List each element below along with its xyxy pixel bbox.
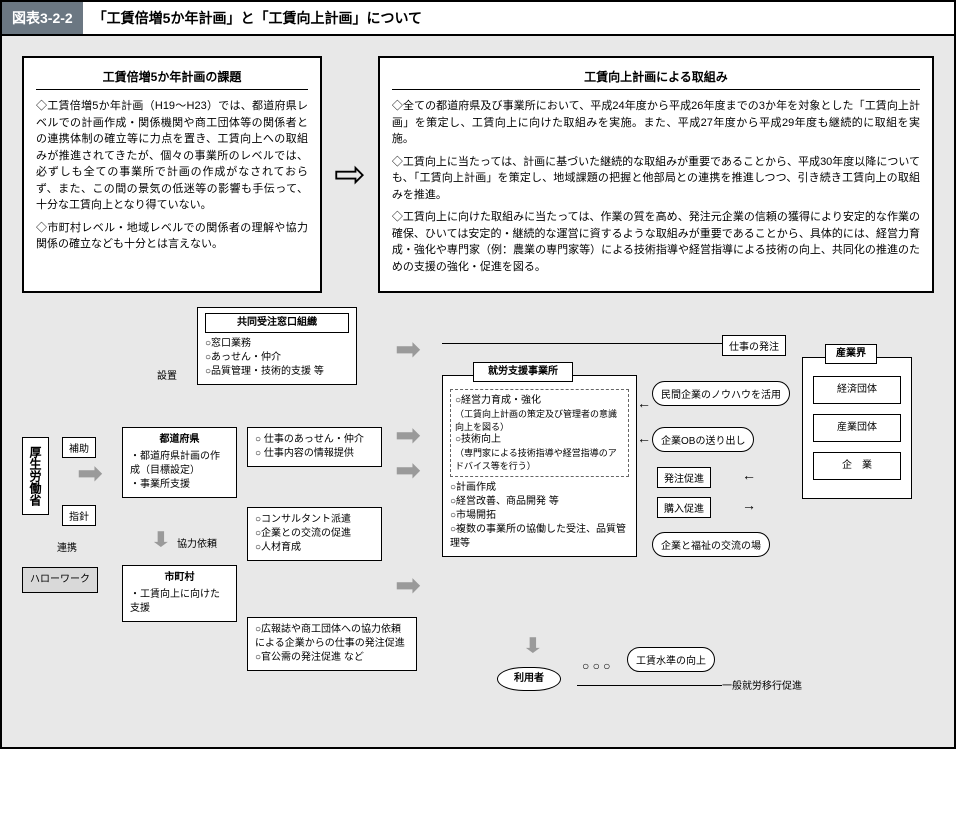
pr-li1: ○広報誌や商工団体への協力依頼による企業からの仕事の発注促進 [255, 623, 409, 651]
f-d1s: （工賃向上計画の策定及び管理者の意識向上を図る） [455, 408, 624, 433]
arrow-right-icon: ⇨ [334, 56, 366, 293]
right-box-title: 工賃向上計画による取組み [392, 68, 920, 90]
content-area: 工賃倍増5か年計画の課題 ◇工賃倍増5か年計画（H19〜H23）では、都道府県レ… [2, 36, 954, 747]
top-comparison: 工賃倍増5か年計画の課題 ◇工賃倍増5か年計画（H19〜H23）では、都道府県レ… [22, 56, 934, 293]
kyoryoku-label: 協力依頼 [177, 535, 217, 550]
joint-title: 共同受注窓口組織 [205, 313, 349, 333]
info-box-1: ○ 仕事のあっせん・仲介 ○ 仕事内容の情報提供 [247, 427, 382, 467]
f-d1: ○経営力育成・強化 [455, 394, 624, 408]
f-li3: ○市場開拓 [450, 509, 629, 523]
prefecture-li2: ・事業所支援 [130, 478, 229, 492]
pr-li2: ○官公需の発注促進 など [255, 651, 409, 665]
c2-li3: ○人材育成 [255, 541, 374, 555]
left-p1: ◇工賃倍増5か年計画（H19〜H23）では、都道府県レベルでの計画作成・関係機関… [36, 98, 308, 214]
joint-li1: ○窓口業務 [205, 337, 349, 351]
ind1: 経済団体 [813, 376, 901, 404]
c2-li2: ○企業との交流の促進 [255, 527, 374, 541]
arrow-right-icon: → [742, 497, 756, 513]
hellowork-box: ハローワーク [22, 567, 98, 593]
wage-cloud: 工賃水準の向上 [627, 647, 715, 672]
left-box: 工賃倍増5か年計画の課題 ◇工賃倍増5か年計画（H19〜H23）では、都道府県レ… [22, 56, 322, 293]
f-li2: ○経営改善、商品開発 等 [450, 495, 629, 509]
figure-title: 「工賃倍増5か年計画」と「工賃向上計画」について [83, 2, 954, 34]
municipality-box: 市町村 ・工賃向上に向けた支援 [122, 565, 237, 622]
f-li1: ○計画作成 [450, 481, 629, 495]
mhlw-box: 厚生労働省 [22, 437, 49, 515]
joint-li2: ○あっせん・仲介 [205, 351, 349, 365]
connector-line [577, 685, 722, 686]
renkei-label: 連携 [57, 539, 77, 554]
right-p1: ◇全ての都道府県及び事業所において、平成24年度から平成26年度までの3か年を対… [392, 98, 920, 148]
joint-li3: ○品質管理・技術的支援 等 [205, 365, 349, 379]
f-d2: ○技術向上 [455, 433, 624, 447]
facility-title: 就労支援事業所 [473, 362, 573, 382]
flow-diagram: 厚生労働省 補助 指針 ➡ 連携 ハローワーク 都道府県 ・都道府県計画の作成（… [22, 307, 934, 737]
joint-order-box: 共同受注窓口組織 ○窓口業務 ○あっせん・仲介 ○品質管理・技術的支援 等 [197, 307, 357, 385]
dots-icon: ○ ○ ○ [582, 659, 610, 673]
figure-container: 図表3-2-2 「工賃倍増5か年計画」と「工賃向上計画」について 工賃倍増5か年… [0, 0, 956, 749]
order-label: 仕事の発注 [722, 335, 786, 356]
municipality-title: 市町村 [130, 571, 229, 585]
arrow-down-icon: ⬇ [149, 527, 172, 553]
arrow-icon: ➡ [395, 452, 421, 489]
arrow-icon: ➡ [77, 455, 103, 492]
note4-box: 購入促進 [657, 497, 711, 518]
title-row: 図表3-2-2 「工賃倍増5か年計画」と「工賃向上計画」について [2, 2, 954, 36]
info-box-3: ○広報誌や商工団体への協力依頼による企業からの仕事の発注促進 ○官公需の発注促進… [247, 617, 417, 671]
c2-li1: ○コンサルタント派遣 [255, 513, 374, 527]
arrow-left-icon: ← [637, 430, 651, 446]
note2-cloud: 企業OBの送り出し [652, 427, 754, 452]
right-p2: ◇工賃向上に当たっては、計画に基づいた継続的な取組みが重要であることから、平成3… [392, 154, 920, 204]
secchi-label: 設置 [157, 367, 177, 382]
shishin-box: 指針 [62, 505, 96, 526]
arrow-left-icon: ← [742, 467, 756, 483]
note1-cloud: 民間企業のノウハウを活用 [652, 381, 790, 406]
arrow-icon: ➡ [395, 331, 421, 368]
ippan-label: 一般就労移行促進 [722, 677, 802, 692]
right-p3: ◇工賃向上に向けた取組みに当たっては、作業の質を高め、発注元企業の信頼の獲得によ… [392, 209, 920, 275]
industry-title: 産業界 [825, 344, 877, 364]
figure-label: 図表3-2-2 [2, 2, 83, 34]
arrow-icon: ➡ [395, 567, 421, 604]
f-d2s: （専門家による技術指導や経営指導のアドバイス等を行う） [455, 447, 624, 472]
industry-box: 産業界 経済団体 産業団体 企 業 [802, 357, 912, 499]
arrow-down-icon: ⬇ [521, 633, 544, 659]
note3-box: 発注促進 [657, 467, 711, 488]
arrow-icon: ➡ [395, 417, 421, 454]
note5-cloud: 企業と福祉の交流の場 [652, 532, 770, 557]
left-p2: ◇市町村レベル・地域レベルでの関係者の理解や協力関係の確立なども十分とは言えない… [36, 220, 308, 253]
facility-dashed: ○経営力育成・強化 （工賃向上計画の策定及び管理者の意識向上を図る） ○技術向上… [450, 389, 629, 477]
prefecture-box: 都道府県 ・都道府県計画の作成（目標設定） ・事業所支援 [122, 427, 237, 498]
ind3: 企 業 [813, 452, 901, 480]
info-box-2: ○コンサルタント派遣 ○企業との交流の促進 ○人材育成 [247, 507, 382, 561]
c1-li1: ○ 仕事のあっせん・仲介 [255, 433, 374, 447]
f-li4: ○複数の事業所の協働した受注、品質管理等 [450, 523, 629, 551]
arrow-left-icon: ← [637, 395, 651, 411]
left-box-title: 工賃倍増5か年計画の課題 [36, 68, 308, 90]
ind2: 産業団体 [813, 414, 901, 442]
municipality-li1: ・工賃向上に向けた支援 [130, 588, 229, 616]
c1-li2: ○ 仕事内容の情報提供 [255, 447, 374, 461]
user-oval: 利用者 [497, 667, 561, 691]
facility-box: 就労支援事業所 ○経営力育成・強化 （工賃向上計画の策定及び管理者の意識向上を図… [442, 375, 637, 557]
prefecture-title: 都道府県 [130, 433, 229, 447]
right-box: 工賃向上計画による取組み ◇全ての都道府県及び事業所において、平成24年度から平… [378, 56, 934, 293]
connector-line [442, 343, 722, 344]
prefecture-li1: ・都道府県計画の作成（目標設定） [130, 450, 229, 478]
